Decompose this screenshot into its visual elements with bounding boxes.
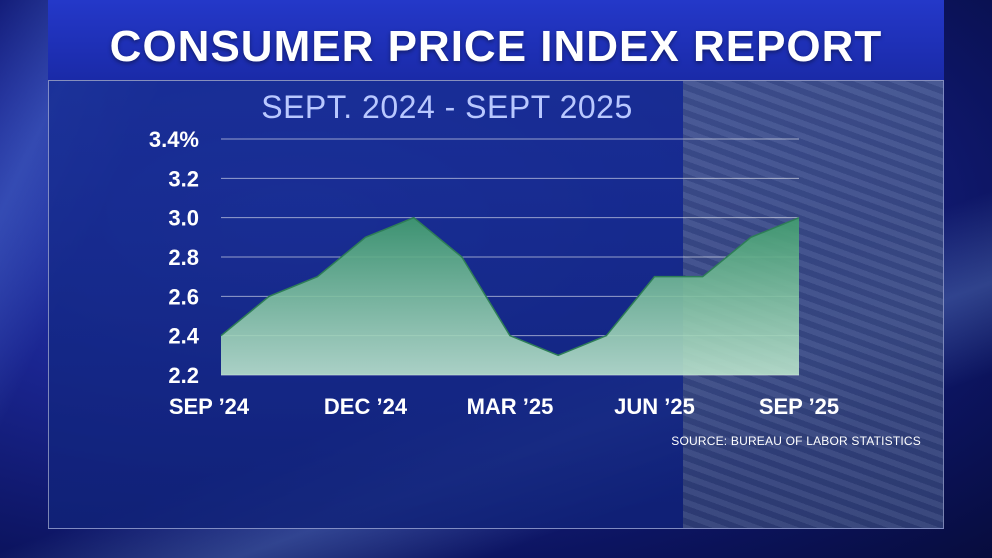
cpi-area bbox=[221, 217, 799, 375]
x-tick-label: SEP ’24 bbox=[169, 394, 250, 419]
chart-panel: SEPT. 2024 - SEPT 2025 3.4% 3.2 3.0 2.8 2.6 2… bbox=[48, 80, 944, 529]
title-bar: CONSUMER PRICE INDEX REPORT bbox=[48, 0, 944, 81]
y-tick-label: 3.2 bbox=[168, 166, 199, 191]
source-note: SOURCE: BUREAU OF LABOR STATISTICS bbox=[671, 434, 921, 448]
x-tick-label: SEP ’25 bbox=[759, 394, 839, 419]
page-title: CONSUMER PRICE INDEX REPORT bbox=[109, 22, 883, 71]
chart-subtitle: SEPT. 2024 - SEPT 2025 bbox=[261, 89, 633, 125]
y-tick-label: 2.2 bbox=[168, 363, 199, 388]
y-tick-label: 2.8 bbox=[168, 245, 199, 270]
x-tick-label: DEC ’24 bbox=[324, 394, 408, 419]
y-tick-label: 2.6 bbox=[168, 284, 199, 309]
x-tick-label: JUN ’25 bbox=[614, 394, 695, 419]
y-tick-label: 2.4 bbox=[168, 324, 199, 349]
cpi-line bbox=[220, 216, 800, 357]
cpi-area-chart: 3.4% 3.2 3.0 2.8 2.6 2.4 2.2 SEP ’24 DEC ’24 MAR … bbox=[149, 127, 839, 419]
x-tick-label: MAR ’25 bbox=[467, 394, 554, 419]
y-tick-label: 3.4% bbox=[149, 127, 199, 152]
y-tick-label: 3.0 bbox=[168, 206, 199, 231]
